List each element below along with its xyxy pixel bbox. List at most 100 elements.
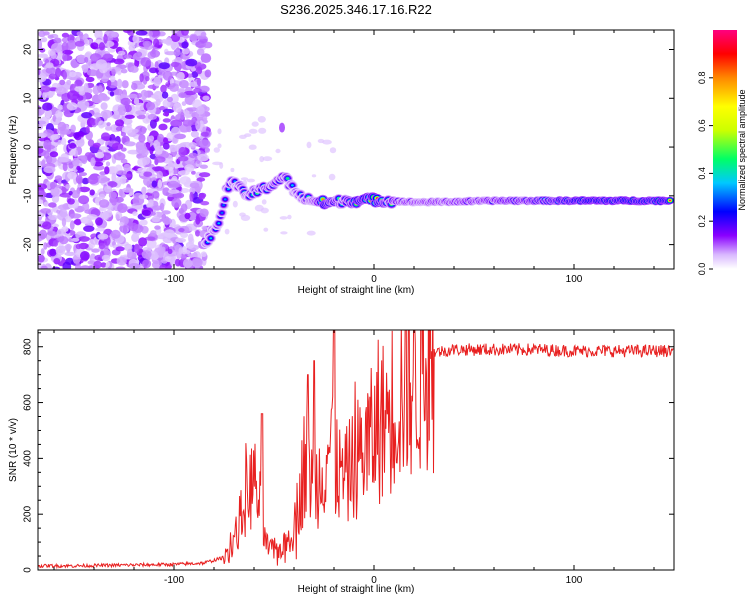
- noise-blob: [153, 76, 162, 87]
- noise-blob: [133, 243, 140, 254]
- noise-blob: [117, 170, 127, 176]
- noise-blob: [136, 114, 146, 120]
- noise-blob: [87, 139, 95, 147]
- noise-blob: [47, 34, 54, 39]
- noise-blob: [129, 65, 139, 73]
- noise-blob: [40, 248, 45, 255]
- snr-ytick-label: 200: [23, 505, 34, 522]
- noise-blob: [120, 132, 126, 137]
- noise-blob: [87, 260, 96, 265]
- noise-blob: [82, 64, 89, 73]
- noise-blob: [191, 257, 203, 267]
- heatmap-xtick-label: -100: [164, 274, 184, 285]
- noise-blob: [61, 32, 69, 38]
- noise-speck: [248, 144, 257, 150]
- noise-blob: [164, 51, 177, 56]
- snr-ytick-label: 0: [23, 567, 34, 573]
- noise-blob: [124, 141, 136, 147]
- noise-speck: [230, 167, 235, 173]
- noise-blob: [57, 104, 64, 110]
- noise-blob: [196, 177, 206, 182]
- noise-blob: [186, 125, 192, 133]
- noise-blob: [93, 165, 105, 171]
- noise-blob: [189, 191, 194, 202]
- noise-blob: [39, 85, 51, 93]
- noise-blob: [38, 89, 42, 99]
- noise-blob: [38, 132, 48, 139]
- noise-blob: [79, 265, 91, 269]
- noise-speck: [217, 128, 222, 135]
- noise-blob: [179, 176, 191, 185]
- snr-xlabel: Height of straight line (km): [298, 584, 415, 595]
- noise-blob: [149, 49, 161, 58]
- noise-blob: [203, 116, 208, 121]
- noise-blob: [104, 166, 110, 175]
- noise-blob: [132, 34, 140, 44]
- heatmap-ytick-label: 20: [23, 44, 34, 56]
- snr-frame: [37, 329, 675, 571]
- noise-blob: [41, 37, 48, 43]
- noise-blob: [184, 109, 190, 119]
- noise-blob: [65, 184, 71, 189]
- noise-blob: [49, 181, 56, 190]
- noise-blob: [98, 146, 110, 151]
- noise-blob: [88, 239, 96, 249]
- noise-blob: [75, 175, 83, 184]
- noise-blob: [138, 134, 146, 143]
- noise-blob: [117, 50, 126, 56]
- noise-speck: [246, 178, 255, 183]
- noise-blob: [38, 254, 45, 263]
- colorbar-tick-label: 0.4: [697, 167, 707, 180]
- noise-blob: [198, 139, 211, 149]
- noise-blob: [199, 208, 209, 218]
- noise-blob: [163, 137, 169, 144]
- noise-blob: [178, 247, 183, 255]
- noise-blob: [101, 132, 111, 141]
- snr-xtick-label: 100: [566, 575, 583, 586]
- noise-blob: [171, 198, 182, 208]
- noise-speck: [217, 143, 222, 149]
- noise-speck: [258, 127, 267, 134]
- heatmap-xtick-label: 100: [566, 274, 583, 285]
- noise-blob: [122, 225, 128, 235]
- noise-blob: [86, 69, 98, 77]
- noise-blob: [171, 168, 180, 175]
- noise-blob: [48, 214, 59, 220]
- noise-blob: [98, 120, 105, 129]
- noise-blob: [120, 158, 128, 164]
- noise-blob: [148, 30, 153, 37]
- noise-blob: [141, 209, 151, 216]
- noise-blob: [98, 42, 105, 51]
- noise-blob: [59, 208, 68, 218]
- noise-blob: [43, 150, 50, 159]
- noise-blob: [137, 167, 148, 172]
- noise-blob: [95, 227, 106, 232]
- noise-blob: [164, 261, 172, 269]
- noise-blob: [90, 157, 96, 167]
- noise-blob: [81, 177, 90, 185]
- noise-blob: [106, 122, 111, 127]
- noise-blob: [97, 85, 103, 94]
- noise-blob: [196, 48, 205, 56]
- noise-blob: [120, 174, 127, 185]
- noise-blob: [48, 73, 58, 80]
- noise-blob: [143, 176, 152, 187]
- noise-blob: [111, 68, 116, 76]
- snr-xtick-label: 0: [371, 575, 377, 586]
- noise-blob: [127, 149, 140, 155]
- noise-blob: [105, 125, 113, 131]
- noise-blob: [66, 79, 72, 85]
- noise-speck: [311, 174, 317, 178]
- noise-blob: [38, 68, 41, 76]
- noise-speck: [328, 173, 336, 181]
- noise-blob: [124, 114, 135, 120]
- noise-blob: [195, 120, 201, 130]
- noise-blob: [180, 232, 189, 238]
- noise-blob: [202, 95, 210, 101]
- noise-blob: [42, 221, 52, 230]
- noise-blob: [204, 69, 212, 78]
- noise-blob: [77, 100, 90, 109]
- noise-blob: [173, 62, 182, 71]
- noise-blob: [151, 166, 163, 172]
